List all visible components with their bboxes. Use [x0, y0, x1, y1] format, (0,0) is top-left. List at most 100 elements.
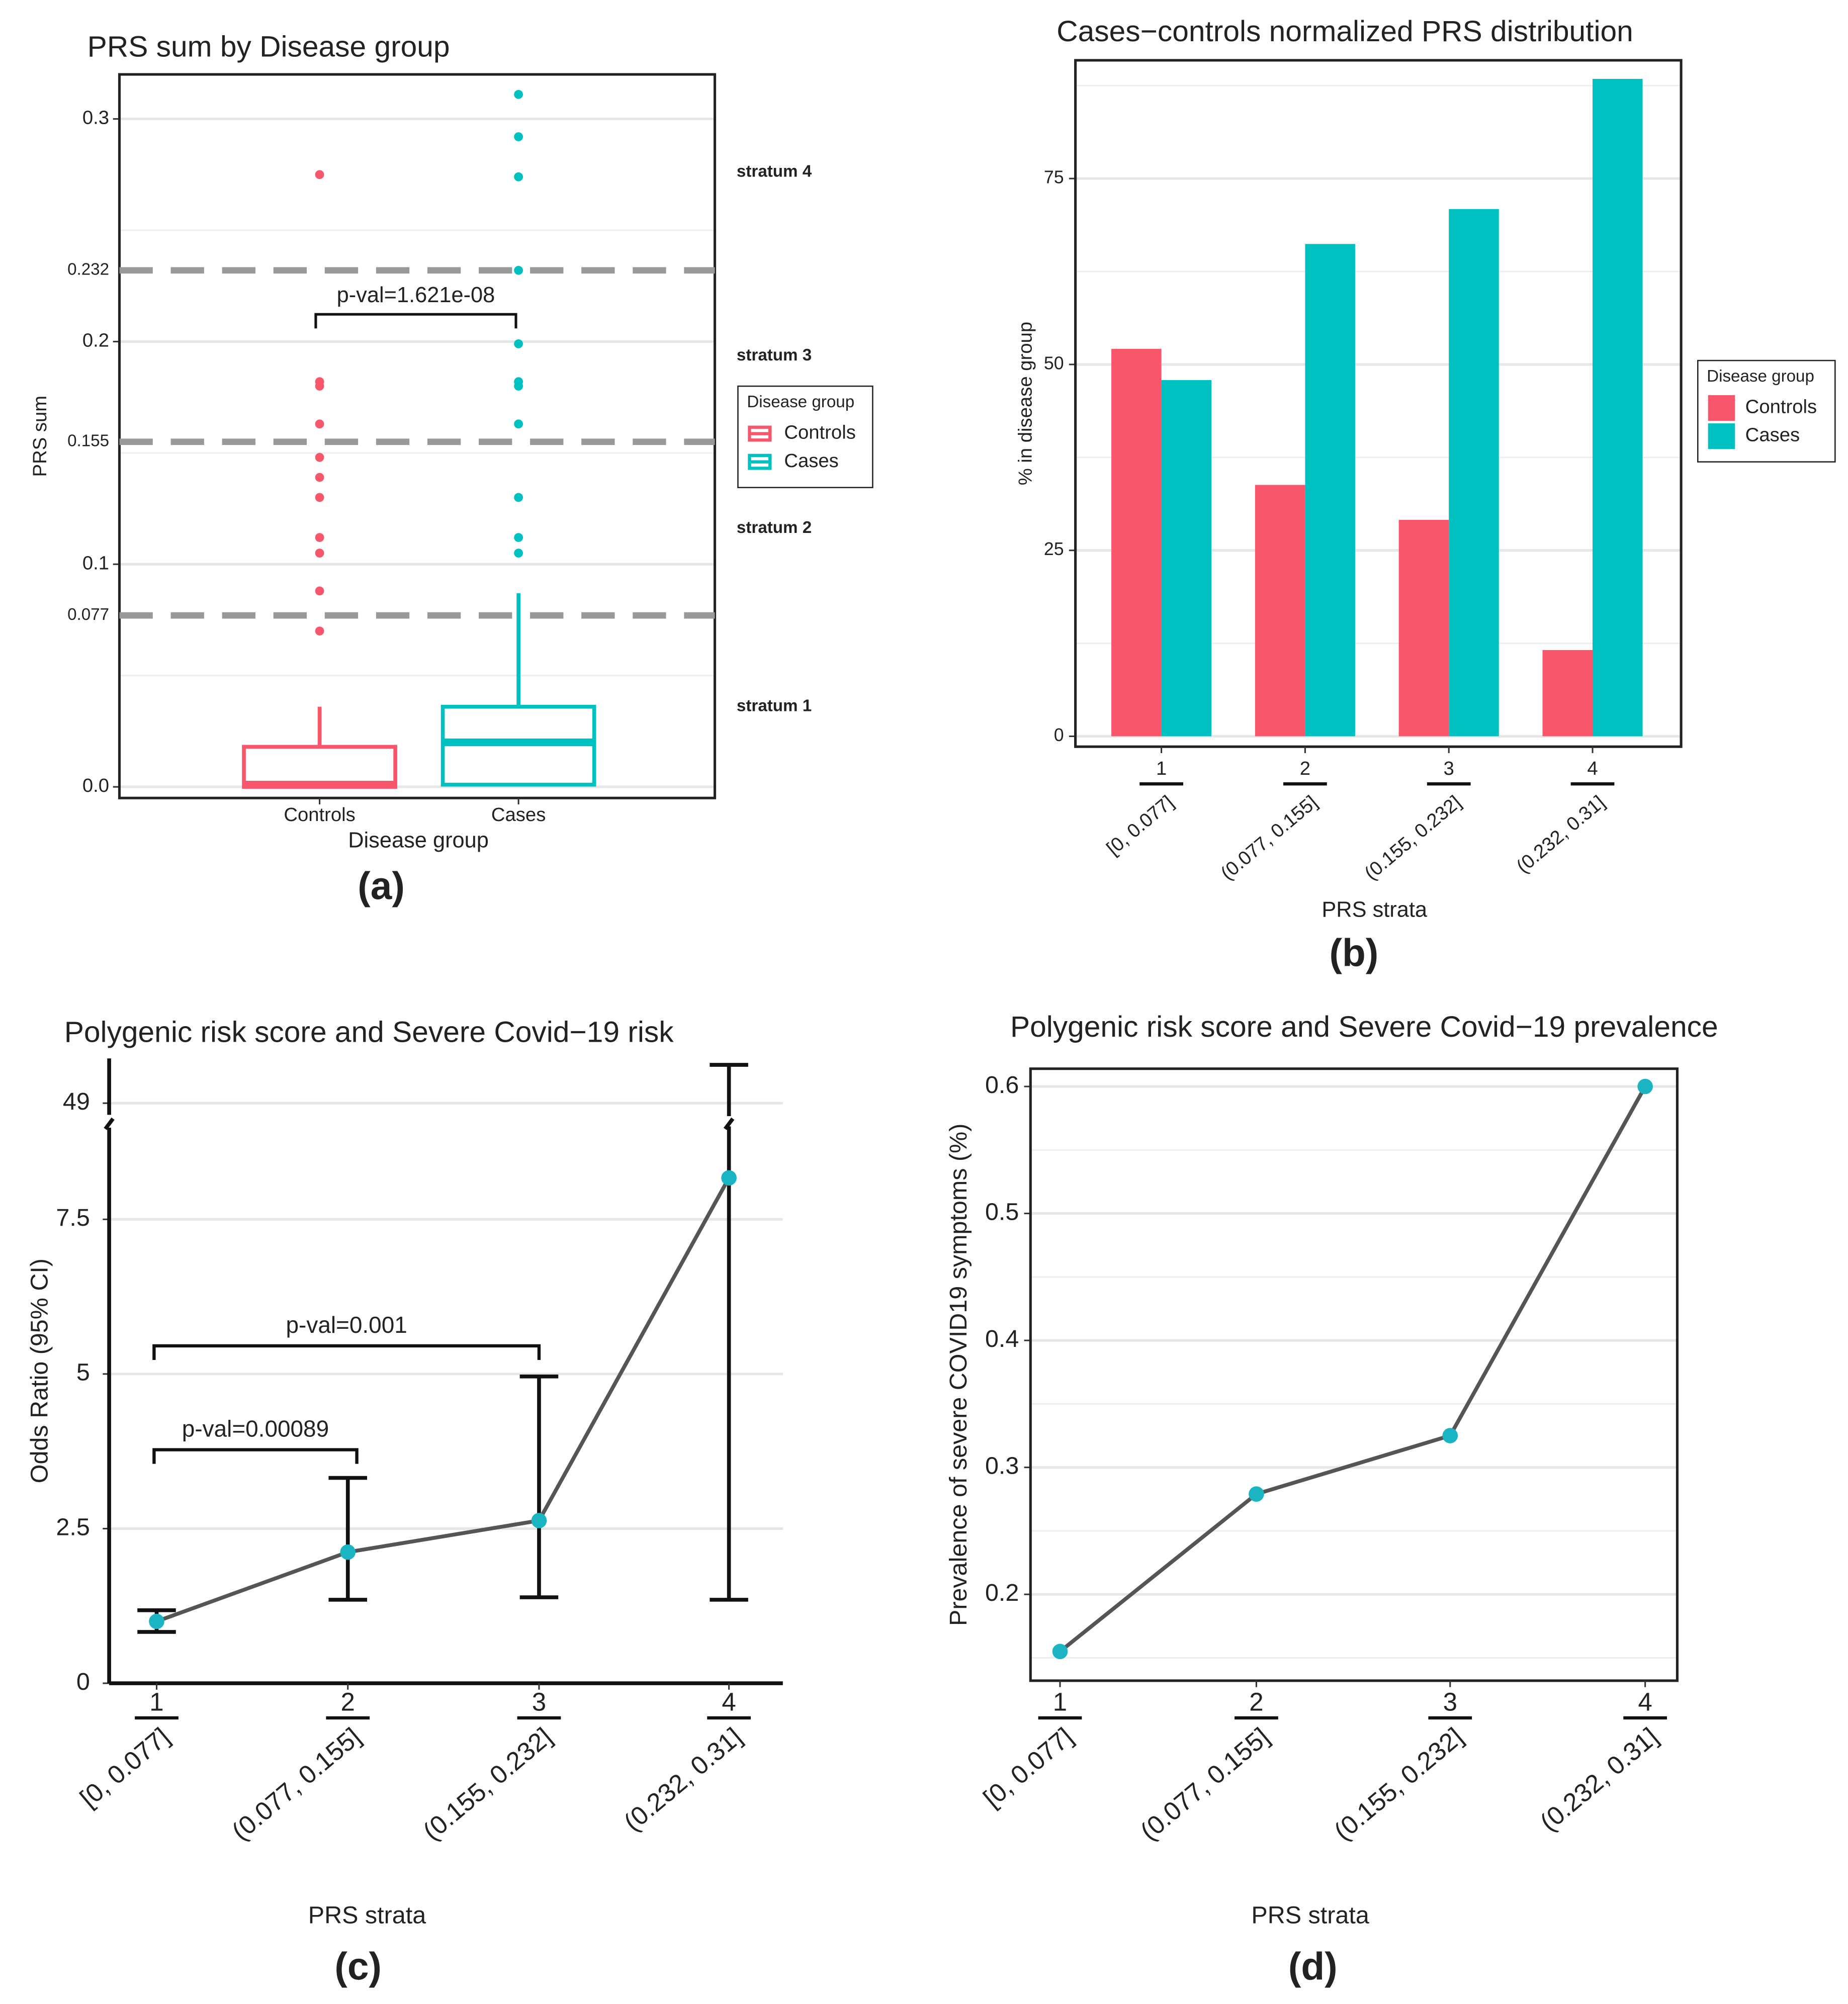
panel-label: (c)	[334, 1945, 382, 1988]
outlier	[315, 493, 324, 502]
x-axis-title: PRS strata	[308, 1901, 426, 1929]
y-tick-label: 0.2	[985, 1579, 1019, 1606]
y-tick-label: 25	[1044, 539, 1064, 559]
outlier	[315, 419, 324, 429]
plot-frame	[1074, 59, 1683, 748]
panel-label: (a)	[358, 865, 405, 908]
point	[1637, 1078, 1653, 1095]
x-tick-label: 1	[1156, 758, 1167, 779]
y-tick-label: 50	[1044, 353, 1064, 373]
chart-title: Polygenic risk score and Severe Covid−19…	[64, 1016, 674, 1048]
y-tick-label: 0.5	[985, 1198, 1019, 1225]
bar	[1542, 650, 1593, 737]
outlier	[315, 452, 324, 462]
outlier	[315, 473, 324, 482]
legend-label: Cases	[1745, 424, 1800, 446]
bar	[1111, 348, 1162, 737]
point	[1249, 1486, 1264, 1502]
series-line	[156, 1177, 731, 1623]
x-tick-label: 4	[1587, 758, 1598, 779]
stratum-label: stratum 1	[737, 696, 812, 715]
x-range-label: (0.077, 0.155]	[1217, 791, 1322, 884]
stratum-label: stratum 4	[737, 162, 812, 181]
outlier	[315, 549, 324, 558]
stratum-label: stratum 3	[737, 346, 812, 365]
outlier	[514, 132, 523, 141]
stratum-label: stratum 2	[737, 518, 812, 537]
y-tick-label: 2.5	[56, 1513, 90, 1540]
chart-title: Cases−controls normalized PRS distributi…	[1057, 15, 1633, 48]
point	[149, 1613, 164, 1629]
x-tick-label: 3	[1443, 1687, 1457, 1716]
chart-title: PRS sum by Disease group	[87, 30, 450, 63]
outlier	[514, 533, 523, 542]
y-tick-label: 0.3	[82, 107, 109, 129]
bar	[1255, 485, 1305, 737]
bar	[1161, 380, 1212, 737]
legend-key	[1708, 423, 1735, 449]
x-range-label: (0.232, 0.31]	[1535, 1722, 1663, 1837]
x-range-label: (0.155, 0.232]	[1329, 1722, 1468, 1846]
x-range-label: (0.155, 0.232]	[417, 1722, 557, 1846]
outlier	[315, 626, 324, 636]
legend-label: Cases	[784, 450, 838, 472]
series-line	[1059, 1085, 1647, 1653]
y-tick-label: 7.5	[56, 1204, 90, 1231]
axis-break-mark	[104, 1117, 115, 1130]
outlier	[514, 89, 523, 99]
comparison-label: p-val=0.001	[286, 1312, 407, 1338]
point	[721, 1170, 737, 1186]
outlier	[514, 265, 523, 275]
y-tick-label: 5	[76, 1359, 90, 1386]
point	[531, 1513, 547, 1528]
x-tick-label: 4	[722, 1687, 736, 1716]
outlier	[514, 172, 523, 181]
bar	[1593, 78, 1643, 737]
stratum-line-label: 0.155	[67, 431, 109, 450]
bar	[1305, 244, 1355, 737]
stratum-line-label: 0.077	[67, 605, 109, 624]
x-range-label: (0.232, 0.31]	[619, 1722, 747, 1837]
box	[242, 745, 397, 789]
y-tick-label: 49	[63, 1088, 90, 1115]
outlier	[514, 493, 523, 502]
comparison-label: p-val=1.621e-08	[337, 283, 495, 307]
x-tick-label: Controls	[284, 804, 356, 826]
point	[340, 1544, 356, 1560]
legend-label: Controls	[1745, 396, 1817, 418]
outlier	[514, 419, 523, 429]
y-tick-label: 0	[1054, 725, 1064, 745]
x-tick-label: 1	[1053, 1687, 1067, 1716]
x-tick-label: 3	[532, 1687, 546, 1716]
comparison-bracket	[314, 313, 517, 329]
y-axis-title: Odds Ratio (95% CI)	[26, 1258, 53, 1483]
outlier	[514, 339, 523, 348]
comparison-bracket	[152, 1344, 541, 1360]
plot-frame	[118, 73, 717, 799]
y-tick-label: 75	[1044, 167, 1064, 188]
y-tick-label: 0.1	[82, 552, 109, 574]
bar	[1398, 520, 1449, 737]
point	[1052, 1644, 1068, 1660]
x-range-label: (0.077, 0.155]	[226, 1722, 366, 1846]
y-tick-label: 0.3	[985, 1452, 1019, 1479]
x-range-label: [0, 0.077]	[74, 1722, 175, 1812]
x-tick-label: 2	[1300, 758, 1310, 779]
y-axis-title: PRS sum	[29, 396, 51, 477]
y-axis-title: % in disease group	[1015, 322, 1036, 485]
plot-frame	[1029, 1067, 1679, 1682]
outlier	[315, 586, 324, 596]
x-axis-title: PRS strata	[1322, 897, 1428, 922]
x-tick-label: 2	[341, 1687, 355, 1716]
bar	[1449, 209, 1499, 737]
x-range-label: (0.077, 0.155]	[1135, 1722, 1275, 1846]
legend-title: Disease group	[747, 393, 854, 411]
panel-label: (d)	[1288, 1945, 1338, 1988]
outlier	[315, 533, 324, 542]
outlier	[315, 170, 324, 179]
y-tick-label: 0	[76, 1668, 90, 1695]
y-axis-title: Prevalence of severe COVID19 symptoms (%…	[945, 1124, 972, 1626]
x-axis-title: PRS strata	[1251, 1901, 1369, 1929]
